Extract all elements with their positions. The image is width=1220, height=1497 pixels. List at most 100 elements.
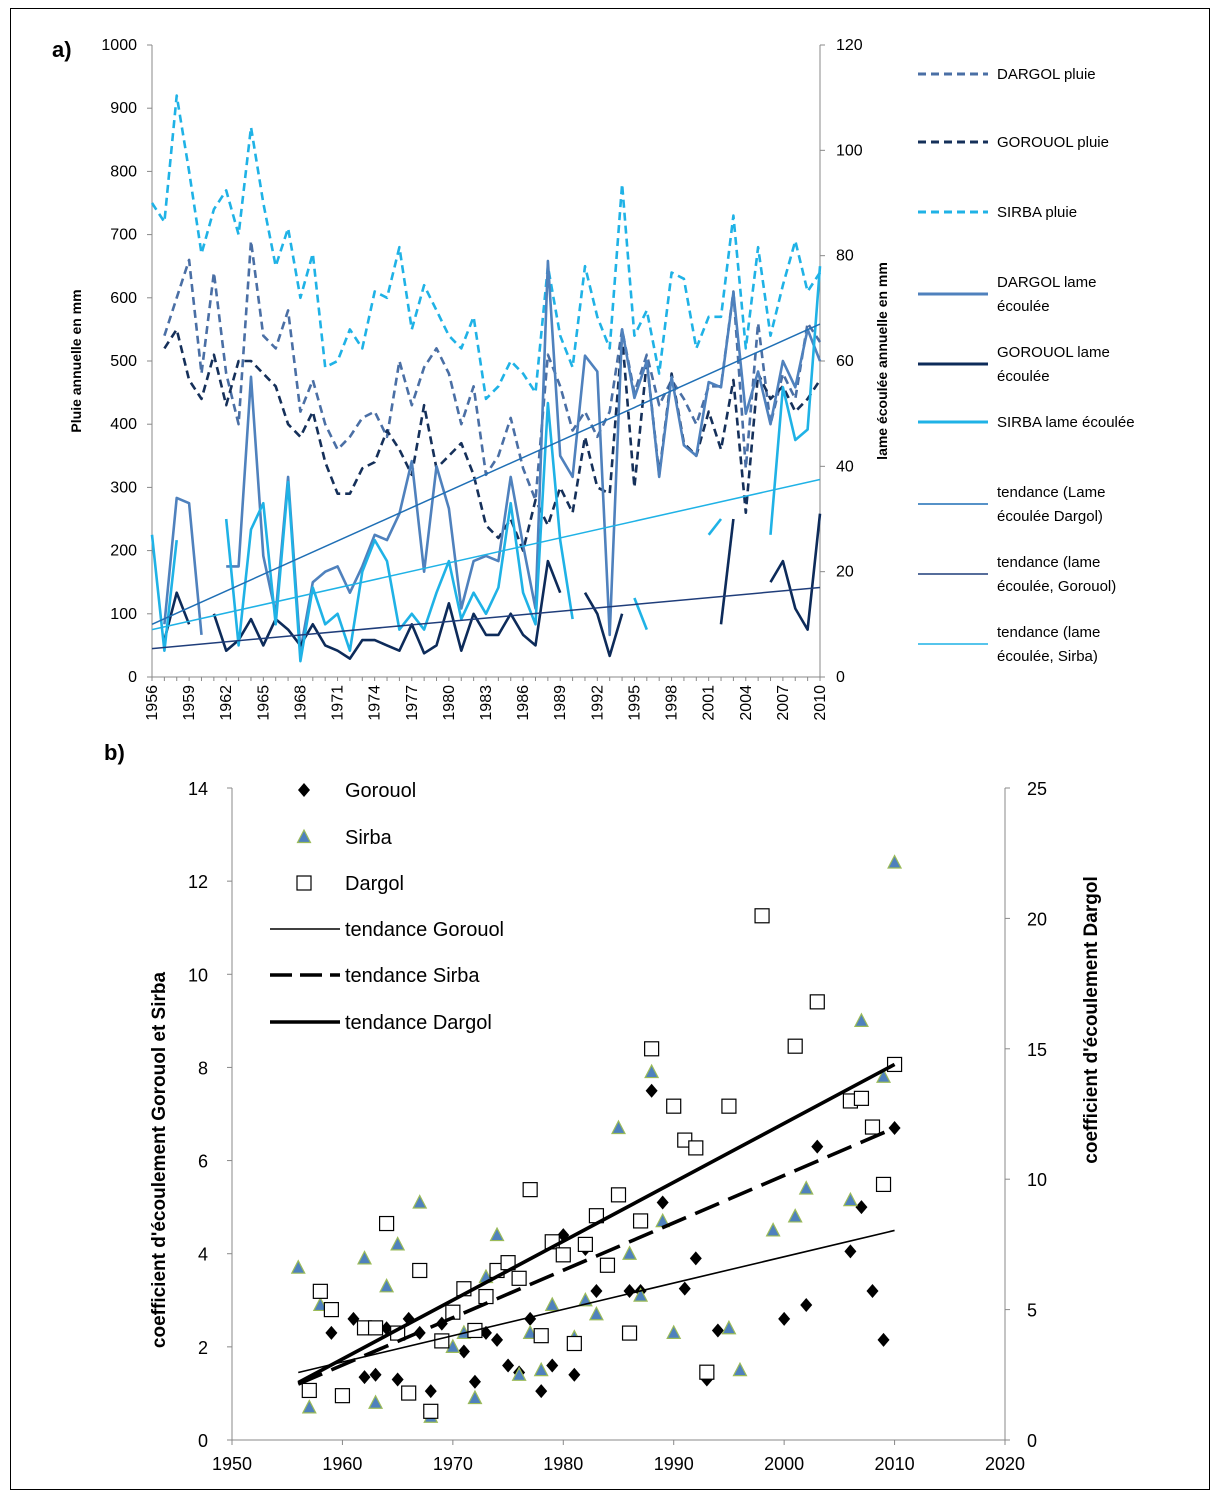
trend-line — [297, 1126, 896, 1386]
point — [787, 1208, 803, 1223]
y2-tick-label: 100 — [836, 142, 863, 159]
point — [645, 1083, 658, 1098]
point — [688, 1140, 704, 1156]
series-tendance-lame-coul-e-gorouol- — [151, 586, 821, 650]
point — [535, 1384, 548, 1399]
point — [511, 1270, 527, 1286]
series-gorouol — [325, 1083, 901, 1399]
series-line — [163, 496, 203, 636]
figure-frame — [10, 8, 1210, 1490]
point — [325, 1325, 338, 1340]
x-tick-label: 1960 — [322, 1454, 362, 1474]
point — [489, 1226, 505, 1242]
series-tendance-lame-coul-e-sirba- — [151, 478, 821, 631]
point — [379, 1215, 395, 1232]
point — [778, 1311, 791, 1326]
point — [468, 1374, 481, 1389]
series-line — [150, 534, 178, 652]
y2-tick-label: 25 — [1027, 779, 1047, 799]
legend-label: tendance (lame — [997, 554, 1100, 571]
x-tick-label: 2020 — [985, 1454, 1025, 1474]
point — [524, 1311, 537, 1326]
chart-a-legend: DARGOL pluie GOROUOL pluie SIRBA pluie DARG… — [918, 66, 1135, 665]
y-tick-label: 2 — [198, 1338, 208, 1358]
point — [732, 1361, 748, 1377]
x-tick-label: 2004 — [738, 685, 755, 721]
legend-label: écoulée, Sirba) — [997, 648, 1098, 665]
point — [623, 1283, 636, 1298]
legend-label: SIRBA lame écoulée — [997, 414, 1135, 431]
legend-label: tendance Dargol — [345, 1012, 492, 1034]
point — [457, 1344, 470, 1359]
point — [798, 1180, 814, 1195]
point — [844, 1244, 857, 1259]
point — [853, 1012, 869, 1027]
point — [323, 1301, 339, 1318]
y-tick-label: 14 — [188, 779, 208, 799]
x-tick-label: 1959 — [181, 685, 198, 721]
y-tick-label: 12 — [188, 872, 208, 892]
legend-label: tendance Sirba — [345, 965, 480, 987]
point — [502, 1358, 515, 1373]
x-tick-label: 1998 — [664, 685, 681, 721]
series-gorouol-pluie — [163, 328, 822, 552]
y-tick-label: 500 — [110, 353, 137, 370]
x-tick-label: 1965 — [255, 685, 272, 721]
y-tick-label: 0 — [128, 669, 137, 686]
y2-tick-label: 15 — [1027, 1040, 1047, 1060]
series-line — [719, 518, 735, 625]
point — [491, 1332, 504, 1347]
point — [412, 1262, 428, 1279]
series-line — [224, 401, 574, 663]
point — [666, 1098, 682, 1114]
chart-a-y2label: lame écoulée annuelle en mm — [874, 262, 890, 460]
point — [644, 1063, 660, 1079]
point — [379, 1278, 395, 1293]
series-line — [633, 597, 649, 631]
legend-label: tendance (Lame — [997, 484, 1105, 501]
point — [347, 1311, 360, 1326]
x-tick-label: 1983 — [478, 685, 495, 721]
legend-label: SIRBA pluie — [997, 204, 1077, 221]
point — [367, 1320, 384, 1336]
series-gorouol-lame-coul-e — [163, 513, 822, 660]
x-tick-label: 1992 — [589, 685, 606, 721]
point — [412, 1194, 428, 1209]
chart-b-ylabel: coefficient d'écoulement Gorouol et Sirb… — [149, 972, 170, 1349]
x-tick-label: 1956 — [144, 685, 161, 721]
x-tick-label: 1989 — [552, 685, 569, 721]
y2-tick-label: 120 — [836, 37, 863, 54]
point — [689, 1251, 702, 1266]
point — [479, 1325, 492, 1340]
point — [301, 1399, 317, 1414]
x-tick-label: 1970 — [433, 1454, 473, 1474]
point — [678, 1281, 691, 1296]
point — [546, 1358, 559, 1373]
point — [577, 1236, 593, 1253]
series-line — [151, 586, 821, 650]
x-tick-label: 2010 — [812, 685, 829, 721]
legend-label: DARGOL pluie — [997, 66, 1096, 83]
x-tick-label: 1980 — [441, 685, 458, 721]
y-tick-label: 300 — [110, 479, 137, 496]
series-dargol-pluie — [163, 239, 822, 502]
point — [855, 1200, 868, 1215]
legend-label: écoulée, Gorouol) — [997, 578, 1116, 595]
point — [357, 1250, 373, 1265]
y-tick-label: 600 — [110, 290, 137, 307]
series-line — [150, 94, 822, 401]
legend-label: Gorouol — [345, 780, 416, 802]
point — [877, 1332, 890, 1347]
x-tick-label: 1995 — [626, 685, 643, 721]
x-tick-label: 1971 — [330, 685, 347, 721]
y2-tick-label: 80 — [836, 248, 854, 265]
legend-label: écoulée — [997, 298, 1050, 315]
y-tick-label: 800 — [110, 163, 137, 180]
point — [290, 1259, 306, 1274]
y-tick-label: 200 — [110, 543, 137, 560]
point — [358, 1370, 371, 1385]
point — [800, 1297, 813, 1312]
point — [298, 783, 310, 797]
y2-tick-label: 20 — [836, 564, 854, 581]
